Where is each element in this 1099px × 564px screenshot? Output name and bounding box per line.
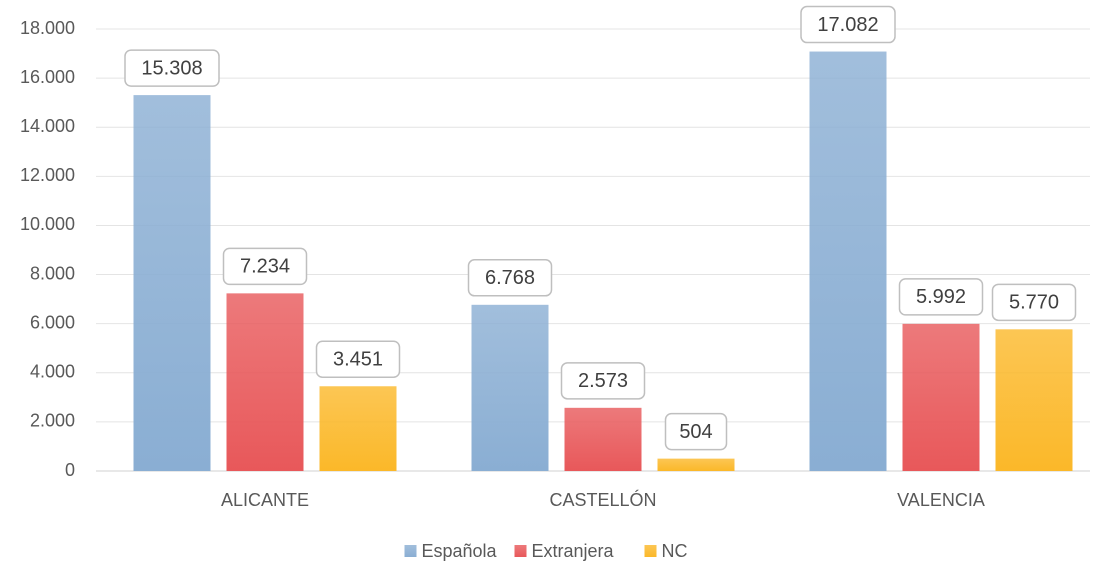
bar <box>226 293 304 471</box>
data-label: 7.234 <box>240 256 290 278</box>
data-label: 5.992 <box>916 286 966 308</box>
label-box <box>664 412 728 451</box>
bar <box>319 386 397 471</box>
x-tick-label: VALENCIA <box>897 490 985 510</box>
y-tick-label: 16.000 <box>20 67 75 87</box>
y-tick-label: 8.000 <box>30 263 75 283</box>
data-label: 504 <box>679 421 712 443</box>
data-label: 5.770 <box>1009 292 1059 314</box>
legend-swatch <box>644 545 657 557</box>
y-tick-label: 6.000 <box>30 312 75 332</box>
legend-swatch <box>404 545 417 557</box>
y-tick-label: 14.000 <box>20 116 75 136</box>
label-box <box>800 5 896 44</box>
legend-swatch <box>514 545 527 557</box>
y-tick-label: 2.000 <box>30 411 75 431</box>
data-label: 6.768 <box>485 267 535 289</box>
legend-label: Extranjera <box>532 541 615 561</box>
bar <box>657 458 735 471</box>
data-label: 3.451 <box>333 349 383 371</box>
legend-label: NC <box>662 541 688 561</box>
bar <box>995 329 1073 471</box>
y-tick-label: 0 <box>65 460 75 480</box>
y-tick-label: 10.000 <box>20 214 75 234</box>
label-box <box>222 247 308 286</box>
label-box <box>991 283 1077 322</box>
y-tick-label: 12.000 <box>20 165 75 185</box>
x-tick-label: CASTELLÓN <box>549 489 656 510</box>
label-box <box>467 259 553 297</box>
data-label: 15.308 <box>141 57 202 79</box>
y-tick-label: 18.000 <box>20 18 75 38</box>
bar <box>471 304 549 471</box>
label-box <box>898 278 984 316</box>
bar <box>133 95 211 472</box>
data-label: 2.573 <box>578 370 628 392</box>
data-label: 17.082 <box>817 14 878 36</box>
x-tick-label: ALICANTE <box>221 490 309 510</box>
label-box <box>124 49 220 87</box>
label-box <box>315 340 401 379</box>
label-box <box>560 362 646 400</box>
bar <box>809 51 887 472</box>
bar <box>902 323 980 471</box>
y-tick-label: 4.000 <box>30 362 75 382</box>
bar <box>564 407 642 471</box>
legend-label: Española <box>422 541 498 561</box>
